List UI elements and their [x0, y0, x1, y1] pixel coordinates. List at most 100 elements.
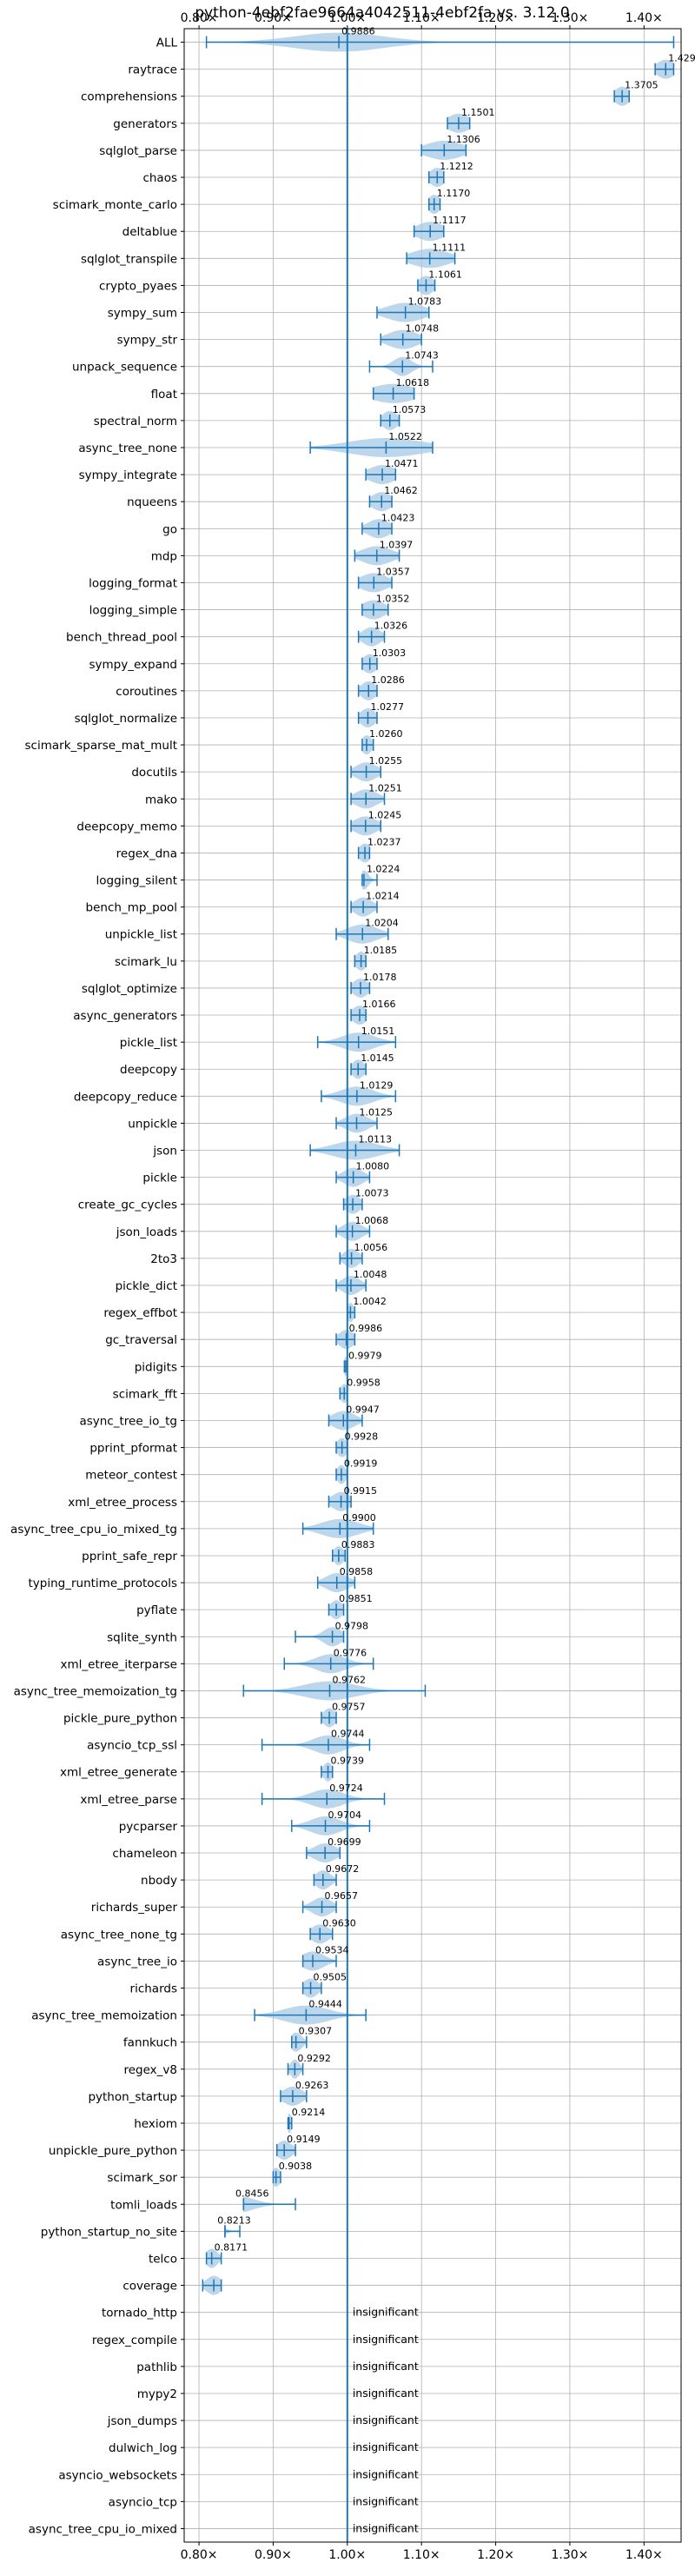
benchmark-label: scimark_lu — [115, 955, 177, 969]
benchmark-label: async_tree_cpu_io_mixed_tg — [10, 1523, 177, 1537]
value-label: 0.8213 — [217, 2214, 250, 2226]
insignificant-label: insignificant — [353, 2467, 419, 2480]
benchmark-label: pickle — [142, 1172, 177, 1185]
value-label: 0.9724 — [329, 1783, 363, 1794]
value-label: 0.9263 — [295, 2080, 329, 2091]
benchmark-label: sqlite_synth — [107, 1630, 177, 1644]
benchmark-label: tomli_loads — [110, 2198, 177, 2212]
value-label: 1.0042 — [353, 1296, 387, 1307]
benchmark-label: python_startup — [88, 2090, 177, 2104]
value-label: 1.0068 — [355, 1215, 389, 1226]
value-label: 1.0245 — [368, 809, 402, 820]
value-label: 1.1212 — [440, 161, 473, 172]
value-label: 1.0462 — [384, 485, 418, 496]
x-tick-label-top: 0.80× — [181, 11, 218, 25]
benchmark-label: float — [151, 388, 177, 402]
benchmark-label: sqlglot_parse — [99, 144, 177, 158]
benchmark-label: unpickle_pure_python — [49, 2144, 177, 2158]
value-label: 0.9776 — [334, 1647, 367, 1658]
x-tick-label-bottom: 1.40× — [626, 2548, 663, 2562]
x-tick-label-top: 1.40× — [626, 11, 663, 25]
benchmark-label: crypto_pyaes — [99, 279, 177, 293]
benchmark-label: fannkuch — [123, 2036, 177, 2050]
label-layer: 0.9886 1.4292 1.3705 1.1501 1.1306 1.1212 1.11… — [215, 26, 695, 2535]
x-tick-label-top: 1.20× — [477, 11, 514, 25]
value-label: 1.0743 — [405, 350, 439, 362]
benchmark-label: asyncio_websockets — [58, 2468, 177, 2482]
benchmark-label: sqlglot_transpile — [81, 252, 177, 266]
benchmark-label: regex_effbot — [103, 1306, 177, 1320]
benchmark-label: async_generators — [73, 1009, 177, 1023]
value-label: 1.0178 — [363, 972, 397, 983]
x-tick-label-top: 0.90× — [255, 11, 292, 25]
value-label: 0.9798 — [335, 1620, 369, 1631]
value-label: 1.0204 — [365, 918, 399, 929]
benchmark-label: deepcopy — [120, 1063, 177, 1077]
benchmark-label: pathlib — [136, 2360, 177, 2374]
benchmark-label: pprint_safe_repr — [82, 1550, 177, 1564]
benchmark-label: nbody — [141, 1874, 177, 1888]
benchmark-label: bench_mp_pool — [86, 901, 177, 915]
value-label: 1.4292 — [668, 53, 695, 64]
insignificant-label: insignificant — [353, 2333, 419, 2346]
benchmark-label: asyncio_tcp — [109, 2495, 177, 2509]
benchmark-label: xml_etree_process — [68, 1496, 177, 1510]
benchmark-label: coverage — [122, 2280, 177, 2294]
benchmark-label: async_tree_none_tg — [61, 1928, 177, 1942]
value-label: 0.9657 — [325, 1890, 359, 1902]
benchmark-label: create_gc_cycles — [78, 1198, 177, 1212]
benchmark-label: pprint_pformat — [89, 1442, 177, 1456]
benchmark-label: json — [152, 1145, 177, 1159]
benchmark-label: richards_super — [91, 1901, 178, 1915]
value-label: 1.0303 — [373, 647, 407, 659]
value-label: 1.0145 — [361, 1052, 394, 1064]
value-label: 1.0073 — [355, 1188, 389, 1199]
benchmark-label: async_tree_none — [78, 442, 177, 455]
benchmark-label: docutils — [131, 766, 177, 780]
chart-title: python-4ebf2fae9664a4042511-4ebf2fa vs. … — [195, 4, 569, 22]
value-label: 0.9704 — [328, 1809, 362, 1821]
value-label: 0.9883 — [341, 1539, 375, 1550]
value-label: 1.0151 — [361, 1026, 395, 1037]
benchmark-label: scimark_monte_carlo — [53, 198, 177, 212]
benchmark-label: nqueens — [127, 495, 177, 509]
value-label: 0.9900 — [342, 1512, 376, 1524]
insignificant-label: insignificant — [353, 2387, 419, 2400]
value-label: 1.0237 — [367, 836, 401, 847]
value-label: 1.0397 — [380, 539, 414, 550]
benchmark-label: pycparser — [119, 1820, 178, 1834]
benchmark-label: deltablue — [122, 225, 177, 239]
insignificant-label: insignificant — [353, 2521, 419, 2534]
x-tick-label-bottom: 0.80× — [181, 2548, 218, 2562]
benchmark-label: hexiom — [134, 2117, 177, 2131]
insignificant-label: insignificant — [353, 2306, 419, 2319]
value-label: 0.9307 — [299, 2026, 333, 2037]
benchmark-label: chaos — [142, 171, 177, 185]
benchmark-label: xml_etree_iterparse — [61, 1657, 178, 1671]
benchmark-label: deepcopy_memo — [76, 820, 177, 833]
benchmark-label: go — [162, 522, 177, 536]
benchmark-label: 2to3 — [150, 1252, 177, 1266]
benchmark-label: ALL — [156, 37, 178, 50]
value-label: 1.0618 — [396, 377, 430, 388]
benchmark-label: async_tree_io — [97, 1955, 177, 1969]
value-label: 1.0255 — [369, 755, 403, 767]
benchmark-label: dulwich_log — [109, 2441, 177, 2455]
benchmark-label: pyflate — [136, 1603, 177, 1617]
value-label: 1.0352 — [376, 594, 410, 605]
benchmark-label: pickle_list — [120, 1036, 177, 1050]
benchmark-label: unpickle — [128, 1117, 177, 1131]
x-tick-label-top: 1.00× — [328, 11, 366, 25]
benchmark-label: raytrace — [128, 63, 177, 77]
value-label: 1.0748 — [406, 323, 440, 335]
value-label: 1.0522 — [388, 431, 422, 442]
benchmark-label: unpickle_list — [105, 928, 177, 942]
benchmark-label: logging_format — [89, 576, 177, 590]
value-label: 1.0056 — [354, 1242, 388, 1253]
value-label: 0.9739 — [331, 1756, 365, 1767]
value-label: 0.9744 — [331, 1729, 365, 1740]
value-label: 1.0357 — [376, 566, 410, 577]
value-label: 1.0166 — [362, 999, 396, 1010]
benchmark-label: mako — [145, 793, 177, 807]
